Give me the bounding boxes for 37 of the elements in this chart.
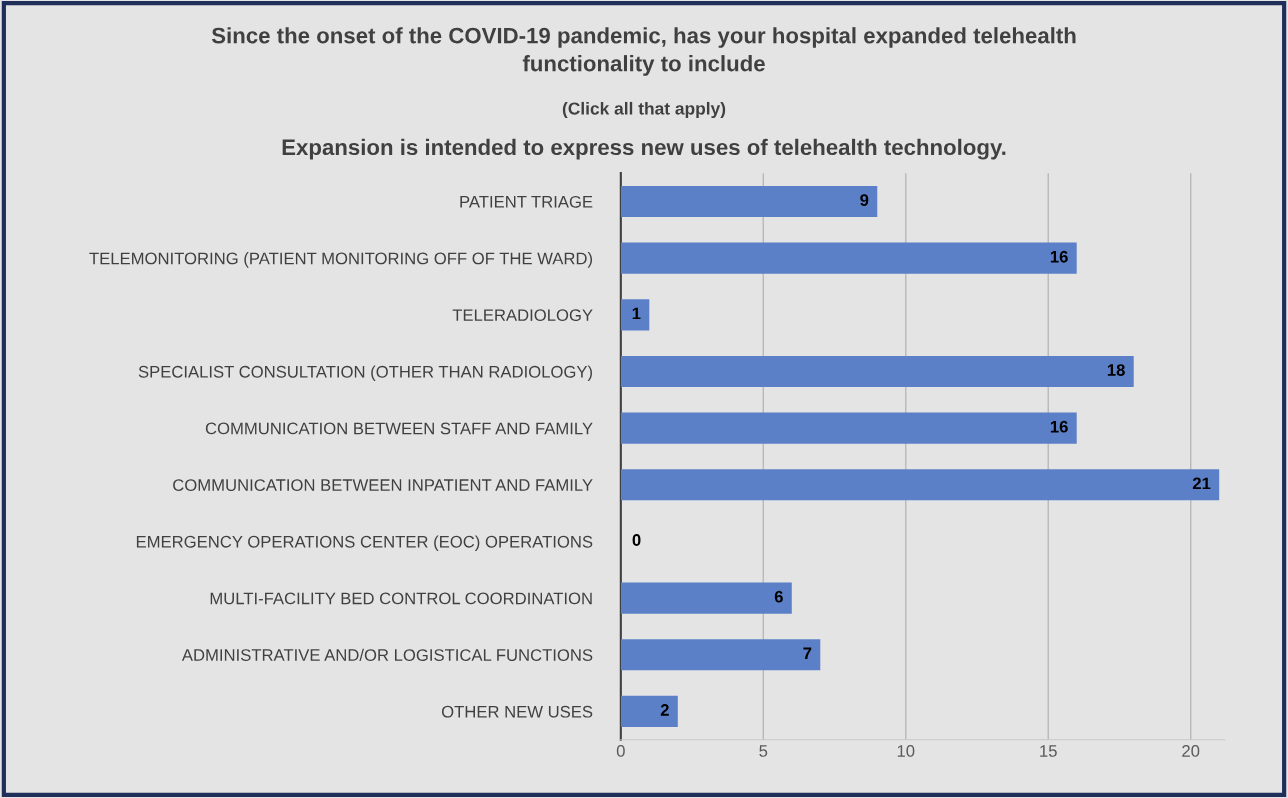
- y-tick-label: COMMUNICATION BETWEEN INPATIENT AND FAMILY: [173, 479, 593, 491]
- bar: [620, 582, 792, 614]
- data-label: 2: [660, 704, 669, 716]
- y-tick-label: EMERGENCY OPERATIONS CENTER (EOC) OPERATIONS: [136, 535, 593, 551]
- x-tick-label: 0: [616, 745, 625, 757]
- bar: [620, 412, 1077, 444]
- y-tick-label: MULTI-FACILITY BED CONTROL COORDINATION: [210, 592, 592, 605]
- x-tick-label: 15: [1040, 745, 1057, 757]
- data-label: 0: [632, 534, 641, 546]
- chart-subtitle: (Click all that apply): [562, 101, 726, 119]
- x-tick-label: 10: [897, 745, 915, 757]
- data-label: 16: [1050, 250, 1068, 263]
- data-label: 6: [774, 590, 783, 603]
- chart-title: Since the onset of the COVID-19 pandemic, has your hospital expanded telehealth functionality to include: [211, 27, 1076, 76]
- y-tick-label: OTHER NEW USES: [441, 705, 593, 718]
- y-tick-label: COMMUNICATION BETWEEN STAFF AND FAMILY: [205, 422, 593, 435]
- text: Expansion is intended to express new uses of telehealth technology.: [282, 138, 1006, 160]
- bar: [620, 355, 1134, 388]
- bar: [620, 639, 821, 671]
- data-label: 21: [1192, 477, 1211, 490]
- data-label: 7: [803, 647, 812, 660]
- bar: [620, 299, 650, 331]
- bar: [620, 185, 878, 218]
- data-label: 1: [632, 307, 641, 320]
- y-tick-label: TELERADIOLOGY: [452, 309, 593, 322]
- y-tick-label: SPECIALIST CONSULTATION (OTHER THAN RADIOLOGY): [138, 365, 593, 381]
- bar: [620, 242, 1077, 274]
- y-tick-label: TELEMONITORING (PATIENT MONITORING OFF OF THE WARD): [89, 252, 593, 268]
- y-tick-label: ADMINISTRATIVE AND/OR LOGISTICAL FUNCTIONS: [181, 648, 593, 661]
- bar: [620, 695, 678, 727]
- y-tick-label: PATIENT TRIAGE: [460, 195, 593, 208]
- x-tick-label: 20: [1182, 745, 1200, 757]
- data-label: 16: [1050, 420, 1068, 433]
- data-label: 18: [1107, 364, 1125, 376]
- bar: [620, 469, 1220, 501]
- data-label: 9: [860, 194, 869, 206]
- x-tick-label: 5: [759, 745, 768, 757]
